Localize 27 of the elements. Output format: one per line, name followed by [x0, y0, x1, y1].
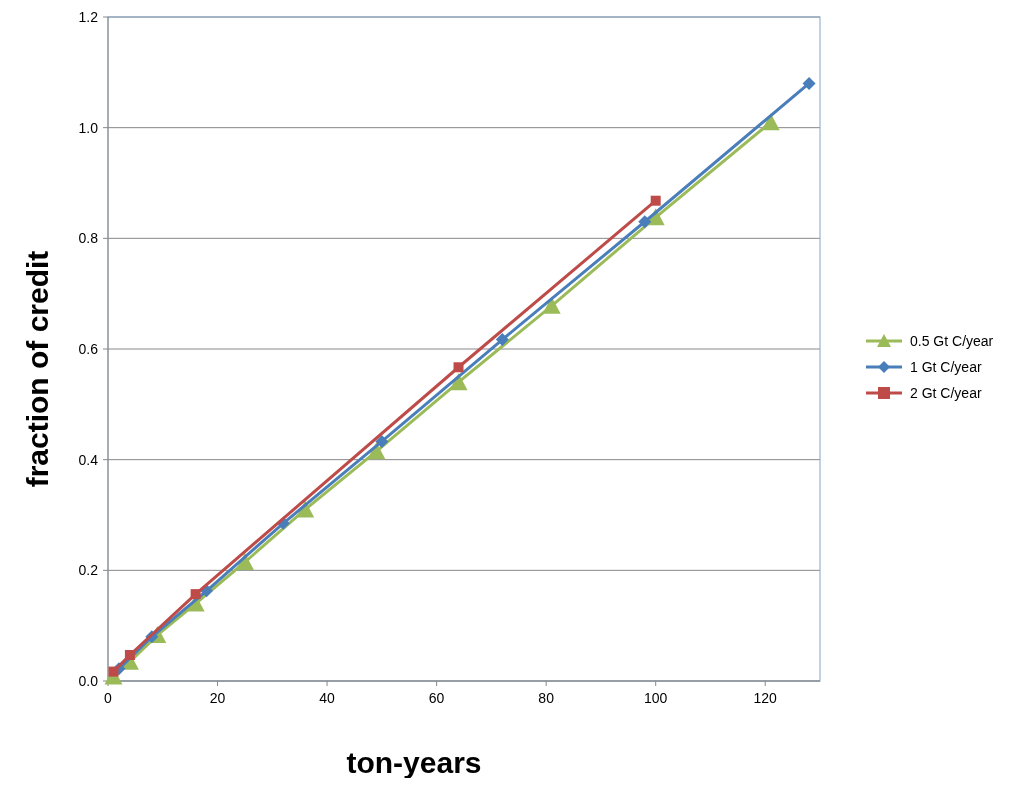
y-tick-label: 0.2: [78, 562, 99, 579]
point: [108, 666, 119, 677]
legend-label: 0.5 Gt C/year: [910, 332, 994, 349]
point: [190, 589, 201, 600]
point: [495, 333, 509, 347]
y-tick-label: 1.2: [78, 8, 99, 25]
y-tick-label: 0.8: [78, 230, 99, 247]
point: [124, 649, 135, 660]
point: [375, 434, 389, 448]
x-tick-label: 120: [753, 690, 778, 706]
point: [650, 195, 661, 206]
x-tick-label: 40: [319, 690, 336, 706]
y-tick-label: 0.0: [78, 672, 99, 689]
y-tick-label: 1.0: [78, 119, 99, 136]
x-tick-label: 0: [104, 690, 113, 706]
y-tick-label: 0.6: [78, 340, 99, 357]
x-tick-label: 20: [209, 690, 226, 706]
point: [638, 215, 652, 229]
x-tick-label: 100: [644, 690, 668, 706]
point: [802, 76, 816, 90]
point: [453, 362, 464, 373]
y-tick-label: 0.4: [78, 451, 99, 468]
legend-label: 2 Gt C/year: [910, 384, 982, 401]
legend-label: 1 Gt C/year: [910, 358, 982, 375]
y-axis-title: fraction of credit: [21, 250, 54, 488]
x-tick-label: 60: [428, 690, 445, 706]
x-tick-label: 80: [538, 690, 555, 706]
